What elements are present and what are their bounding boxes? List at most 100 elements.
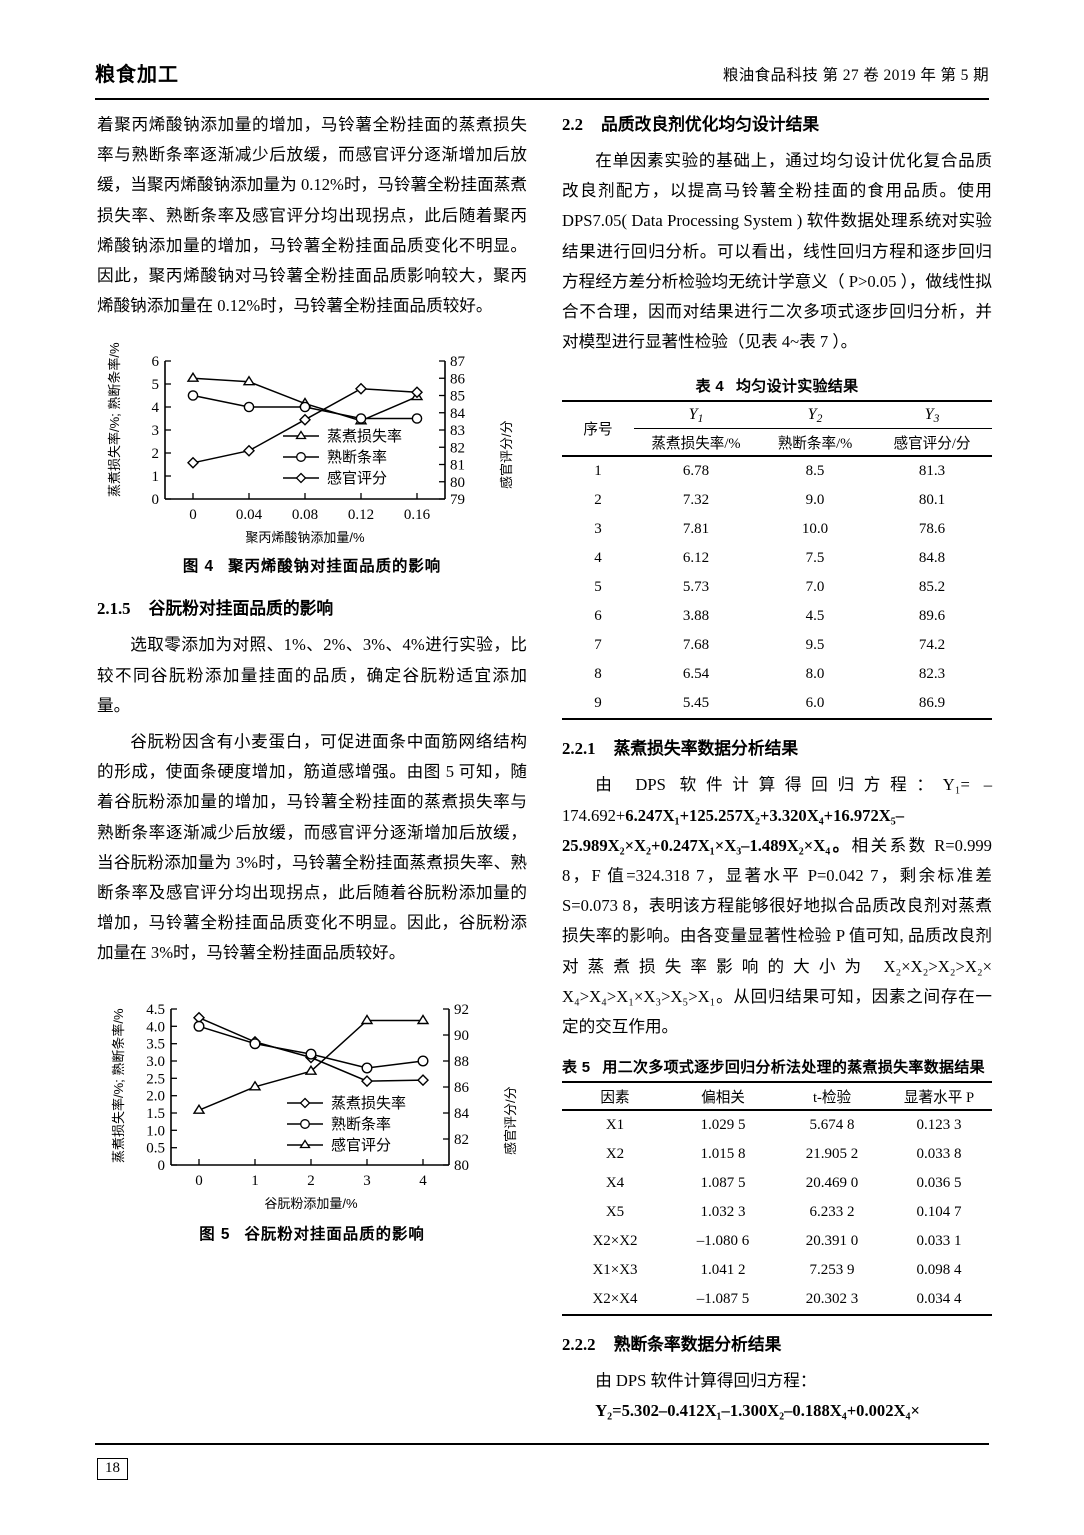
table-4-header-y2: Y2	[758, 401, 872, 430]
table-5-cell-partial: 1.029 5	[700, 1117, 746, 1134]
figure-5-xlabel: 谷朊粉添加量/%	[264, 1196, 358, 1211]
table-4-cell-y3: 85.2	[918, 579, 946, 596]
table-4-cell-y1: 6.12	[682, 550, 710, 567]
table-4-cell-no: 2	[594, 492, 602, 509]
svg-text:2: 2	[307, 1173, 315, 1189]
table-5-cell-t: 21.905 2	[805, 1146, 859, 1163]
right-paragraph-1: 在单因素实验的基础上，通过均匀设计优化复合品质改良剂配方，以提高马铃薯全粉挂面的…	[562, 151, 992, 352]
table-4-header-row-2: 蒸煮损失率/% 熟断条率/% 感官评分/分	[562, 429, 992, 457]
table-row: X2×X2 –1.080 6 20.391 0 0.033 1	[562, 1227, 992, 1256]
table-row: 6 3.88 4.5 89.6	[562, 602, 992, 631]
table-4-cell-no: 3	[594, 521, 602, 538]
svg-text:79: 79	[450, 492, 465, 508]
table-4-cell-y1: 5.73	[682, 579, 710, 596]
table-5-grid: 因素 偏相关 t-检验 显著水平 P X1 1.029 5 5.674 8 0.123…	[562, 1081, 992, 1316]
table-row: 8 6.54 8.0 82.3	[562, 660, 992, 689]
table-5-cell-factor: X5	[605, 1204, 625, 1221]
table-4-cell-y3: 78.6	[918, 521, 946, 538]
table-5-cell-p: 0.104 7	[916, 1204, 962, 1221]
table-4-cell-no: 5	[594, 579, 602, 596]
right-paragraph-3: 由 DPS 软件计算得回归方程：	[595, 1371, 817, 1391]
svg-text:86: 86	[454, 1080, 470, 1096]
table-4-cell-y1: 6.78	[682, 463, 710, 480]
section-2-2-2-title: 熟断条率数据分析结果	[613, 1335, 782, 1355]
section-2-2-1-title: 蒸煮损失率数据分析结果	[613, 739, 799, 759]
table-4-cell-y3: 80.1	[918, 492, 946, 509]
table-5-header-0: 因素	[600, 1089, 630, 1106]
figure-4-caption-title: 聚丙烯酸钠对挂面品质的影响	[228, 558, 442, 576]
svg-text:0: 0	[152, 492, 160, 508]
table-row: 5 5.73 7.0 85.2	[562, 573, 992, 602]
table-4-cell-y1: 5.45	[682, 695, 710, 712]
page-number: 18	[97, 1458, 128, 1481]
table-4-grid: 序号 Y1 Y2 Y3 蒸煮损失率/% 熟断条率/% 感官评分/分 1 6.78 8…	[562, 400, 992, 720]
table-4-cell-y3: 82.3	[918, 666, 946, 683]
figure-5-ylabel-left: 蒸煮损失率/%; 熟断条率/%	[111, 1008, 126, 1163]
table-row: 4 6.12 7.5 84.8	[562, 544, 992, 573]
equation-y1: 6.247X₁+125.257X₂+3.320X₄+16.972X₅–25.98…	[562, 805, 905, 855]
table-5-cell-p: 0.033 1	[916, 1233, 962, 1250]
table-row: X1×X3 1.041 2 7.253 9 0.098 4	[562, 1256, 992, 1285]
table-5-cell-factor: X2×X2	[592, 1233, 638, 1250]
section-2-1-5-number: 2.1.5	[97, 599, 131, 619]
svg-text:4: 4	[419, 1173, 427, 1189]
table-4-cell-y3: 89.6	[918, 608, 946, 625]
svg-text:83: 83	[450, 423, 465, 439]
svg-text:82: 82	[454, 1132, 469, 1148]
table-5-cell-partial: 1.087 5	[700, 1175, 746, 1192]
equation-y2: Y₂=5.302–0.412X₁–1.300X₂–0.188X₄+0.002X₄…	[595, 1401, 920, 1421]
table-row: X5 1.032 3 6.233 2 0.104 7	[562, 1198, 992, 1227]
table-5-cell-factor: X1×X3	[592, 1262, 638, 1279]
table-5-cell-partial: 1.015 8	[700, 1146, 746, 1163]
table-4-caption: 表 4 均匀设计实验结果	[562, 375, 992, 396]
table-4-cell-y1: 6.54	[682, 666, 710, 683]
svg-text:6: 6	[152, 354, 160, 370]
table-5-cell-factor: X2	[605, 1146, 625, 1163]
svg-text:熟断条率: 熟断条率	[327, 449, 387, 466]
table-4-cell-y1: 7.81	[682, 521, 710, 538]
svg-text:88: 88	[454, 1054, 469, 1070]
table-5-caption-number: 表 5	[562, 1059, 591, 1077]
table-5-cell-partial: –1.080 6	[696, 1233, 750, 1250]
svg-text:蒸煮损失率: 蒸煮损失率	[331, 1095, 406, 1112]
figure-5-ylabel-right: 感官评分/分	[503, 1086, 518, 1155]
table-5-header-2: t-检验	[812, 1089, 852, 1106]
table-5-cell-factor: X4	[605, 1175, 625, 1192]
svg-text:感官评分: 感官评分	[331, 1137, 391, 1154]
table-5-cell-t: 5.674 8	[809, 1117, 855, 1134]
footer-rule	[95, 1443, 989, 1445]
figure-4-xlabel: 聚丙烯酸钠添加量/%	[245, 530, 365, 545]
svg-text:2.5: 2.5	[146, 1071, 165, 1087]
svg-text:感官评分: 感官评分	[327, 470, 387, 487]
figure-4: 0 1 2 3 4 5 6 79 80	[97, 339, 527, 576]
svg-text:3.0: 3.0	[146, 1054, 165, 1070]
svg-text:2.0: 2.0	[146, 1088, 165, 1104]
table-4-cell-y2: 4.5	[805, 608, 825, 625]
table-5-cell-p: 0.033 8	[916, 1146, 962, 1163]
table-5-cell-t: 7.253 9	[809, 1262, 855, 1279]
table-5-cell-p: 0.034 4	[916, 1291, 962, 1308]
table-row: 3 7.81 10.0 78.6	[562, 515, 992, 544]
svg-text:0.04: 0.04	[236, 507, 263, 523]
table-5-cell-t: 20.302 3	[805, 1291, 859, 1308]
header-rule	[95, 98, 989, 100]
table-5: 表 5 用二次多项式逐步回归分析法处理的蒸煮损失率数据结果 因素 偏相关 t-检验…	[562, 1056, 992, 1316]
svg-text:81: 81	[450, 458, 465, 474]
figure-5-caption-number: 图 5	[199, 1225, 231, 1243]
svg-text:82: 82	[450, 441, 465, 457]
table-row: X2 1.015 8 21.905 2 0.033 8	[562, 1140, 992, 1169]
table-4-cell-no: 9	[594, 695, 602, 712]
svg-text:0.5: 0.5	[146, 1140, 165, 1156]
table-4-cell-y3: 86.9	[918, 695, 946, 712]
section-2-2-title: 品质改良剂优化均匀设计结果	[600, 115, 820, 134]
table-4-cell-y2: 8.0	[805, 666, 825, 683]
svg-text:0.16: 0.16	[404, 507, 431, 523]
section-2-2-2-number: 2.2.2	[562, 1335, 596, 1355]
table-5-header-3: 显著水平 P	[903, 1089, 975, 1106]
table-4-subheader-1: 熟断条率/%	[777, 435, 853, 452]
svg-text:1: 1	[152, 469, 160, 485]
table-4-caption-title: 均匀设计实验结果	[736, 378, 859, 396]
table-5-header-row: 因素 偏相关 t-检验 显著水平 P	[562, 1082, 992, 1111]
figure-5-legend: 蒸煮损失率 熟断条率 感官评分	[287, 1095, 406, 1154]
